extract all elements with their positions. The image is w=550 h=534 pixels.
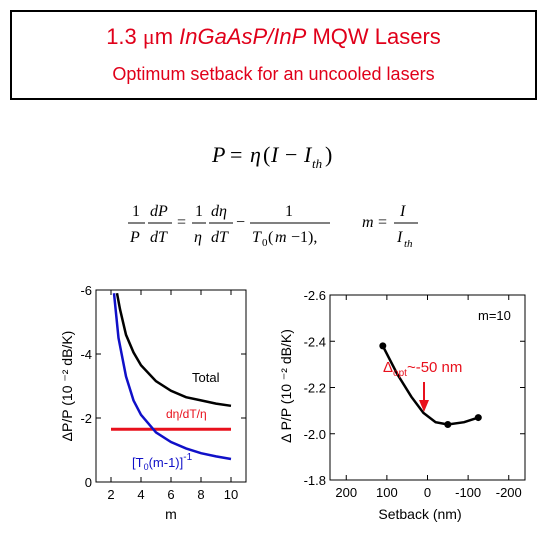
svg-text:−: −	[236, 214, 245, 231]
svg-text:η: η	[250, 142, 261, 167]
left-y-axis-label: ΔP/P (10 ⁻² dB/K)	[59, 331, 75, 442]
right-y-axis-label: Δ P/P (10 ⁻² dB/K)	[278, 329, 294, 443]
title-material: InGaAsP/InP	[179, 24, 307, 49]
right-xtick-label-2: 0	[424, 485, 431, 500]
svg-text:−1),: −1),	[291, 229, 317, 246]
left-x-axis-label: m	[165, 506, 177, 522]
equations: P = η ( I − I th ) 1 P dP dT = 1 η dη dT…	[128, 142, 418, 250]
equation-2: 1 P dP dT = 1 η dη dT − 1 T 0 ( m −1), m…	[128, 203, 418, 250]
right-data-point-1	[444, 421, 452, 428]
svg-text:m: m	[362, 214, 374, 231]
svg-text:(: (	[263, 142, 270, 167]
svg-text:I: I	[396, 229, 403, 246]
left-series-2	[112, 293, 232, 461]
right-series-0	[381, 345, 479, 426]
svg-text:dη: dη	[211, 203, 227, 220]
left-xtick-label-0: 2	[107, 487, 114, 502]
left-series-group	[111, 292, 232, 461]
svg-text:1: 1	[195, 203, 203, 220]
svg-text:P: P	[211, 142, 225, 167]
svg-text:P: P	[129, 229, 140, 246]
label-total: Total	[192, 370, 220, 385]
svg-text:): )	[325, 142, 332, 167]
equation-1: P = η ( I − I th )	[211, 142, 332, 171]
svg-text:(: (	[268, 229, 273, 246]
title-suffix: MQW Lasers	[306, 24, 441, 49]
title-box: 1.3 μm InGaAsP/InP MQW Lasers Optimum se…	[10, 10, 537, 100]
right-x-axis-label: Setback (nm)	[378, 506, 461, 522]
left-xtick-label-4: 10	[224, 487, 238, 502]
svg-text:1: 1	[285, 203, 293, 220]
right-chart: -1.8 -2.0 -2.2 -2.4 -2.6 200 100 0 -100 -200 Set…	[278, 288, 526, 522]
left-y-axis: 0 -2 -4 -6	[80, 284, 246, 490]
title-prefix: 1.3	[106, 24, 143, 49]
right-ytick-label-2: -2.2	[304, 381, 326, 396]
svg-text:=: =	[177, 214, 186, 231]
right-x-axis: 200 100 0 -100 -200	[335, 295, 522, 500]
svg-text:dT: dT	[211, 229, 229, 246]
svg-text:−: −	[285, 142, 297, 167]
left-ytick-label-2: -4	[80, 347, 92, 362]
right-ytick-label-0: -1.8	[304, 473, 326, 488]
label-m10: m=10	[478, 308, 511, 323]
svg-text:I: I	[303, 142, 313, 167]
svg-text:1: 1	[132, 203, 140, 220]
right-series-group	[379, 342, 482, 428]
left-ytick-label-1: -2	[80, 411, 92, 426]
arrow-icon	[419, 382, 429, 412]
svg-text:=: =	[378, 214, 387, 231]
label-inverse: [T0(m-1)]-1	[132, 452, 193, 472]
right-ytick-label-1: -2.0	[304, 427, 326, 442]
svg-text:th: th	[312, 156, 322, 171]
svg-text:dP: dP	[150, 203, 168, 220]
left-x-axis: 2 4 6 8 10	[107, 290, 238, 502]
left-ytick-label-0: 0	[85, 475, 92, 490]
right-ytick-label-3: -2.4	[304, 334, 326, 349]
right-xtick-label-0: 200	[335, 485, 357, 500]
svg-text:η: η	[194, 229, 202, 246]
svg-text:=: =	[230, 142, 242, 167]
left-xtick-label-3: 8	[197, 487, 204, 502]
label-opt: Δopt~-50 nm	[383, 359, 462, 379]
right-data-point-2	[474, 414, 482, 422]
svg-text:T: T	[252, 229, 262, 246]
left-plot-frame	[95, 289, 247, 483]
page-subtitle: Optimum setback for an uncooled lasers	[112, 64, 435, 84]
svg-text:m: m	[275, 229, 287, 246]
label-deta: dη/dT/η	[166, 407, 207, 421]
svg-text:th: th	[404, 238, 413, 250]
right-xtick-label-1: 100	[376, 485, 398, 500]
right-xtick-label-4: -200	[496, 485, 522, 500]
svg-text:I: I	[399, 203, 406, 220]
left-series-0	[115, 292, 232, 408]
title-unit: m	[154, 24, 180, 49]
page-title: 1.3 μm InGaAsP/InP MQW Lasers	[12, 24, 535, 50]
right-xtick-label-3: -100	[455, 485, 481, 500]
svg-text:0: 0	[262, 237, 268, 249]
right-data-point-0	[379, 342, 387, 350]
svg-text:I: I	[270, 142, 280, 167]
left-xtick-label-2: 6	[167, 487, 174, 502]
left-xtick-label-1: 4	[137, 487, 144, 502]
left-chart: 0 -2 -4 -6 2 4 6 8 10 m ΔP/P (10 ⁻² dB/K) Total…	[59, 284, 247, 522]
left-ytick-label-3: -6	[80, 284, 92, 298]
svg-text:dT: dT	[150, 229, 168, 246]
right-ytick-label-4: -2.6	[304, 288, 326, 303]
right-y-axis: -1.8 -2.0 -2.2 -2.4 -2.6	[304, 288, 525, 488]
title-mu: μ	[142, 24, 155, 49]
